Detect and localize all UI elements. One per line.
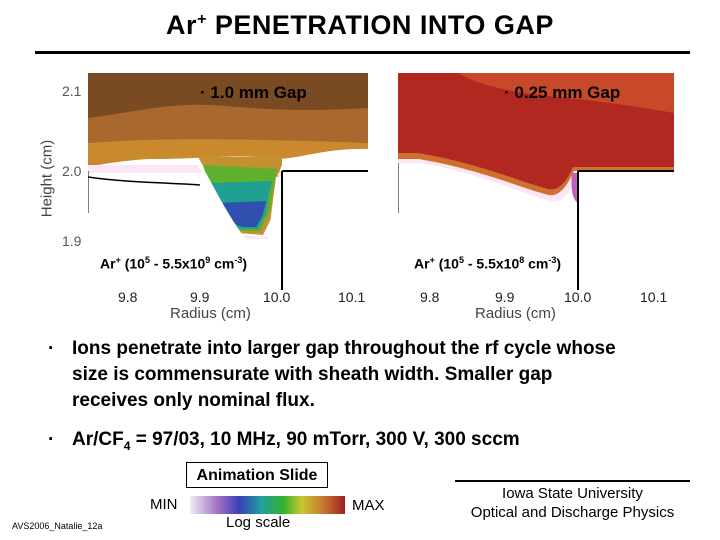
plot-left-field (88, 73, 368, 290)
x-axis-label-left: Radius (cm) (170, 305, 251, 322)
animation-slide-label: Animation Slide (186, 462, 328, 488)
x-tick-right-10.0: 10.0 (564, 289, 592, 305)
affiliation: Iowa State University Optical and Discha… (450, 484, 695, 522)
affiliation-line-2: Optical and Discharge Physics (470, 504, 675, 521)
y-tick-2.0: 2.0 (62, 163, 82, 179)
colorbar-scale-label: Log scale (226, 514, 291, 531)
legend-left: Ar+ (105 - 5.5x109 cm-3) (100, 255, 248, 272)
x-tick-right-9.9: 9.9 (495, 289, 515, 305)
affiliation-line-1: Iowa State University (502, 485, 643, 502)
y-tick-1.9: 1.9 (62, 233, 82, 249)
y-tick-2.1: 2.1 (62, 83, 82, 99)
plot-right: · 0.25 mm Gap Ar+ (105 - 5.5x108 cm-3) (398, 73, 674, 290)
legend-right: Ar+ (105 - 5.5x108 cm-3) (414, 255, 562, 272)
x-tick-left-9.9: 9.9 (190, 289, 210, 305)
bullet-dot: · (48, 338, 55, 359)
x-axis-label-right: Radius (cm) (475, 305, 556, 322)
colorbar (190, 496, 345, 514)
colorbar-max-label: MAX (352, 497, 385, 514)
slide-title: Ar+ PENETRATION INTO GAP (166, 10, 554, 40)
x-tick-left-10.1: 10.1 (338, 289, 366, 305)
bullet-dot: · (48, 429, 55, 450)
bullet-2-text: Ar/CF4 = 97/03, 10 MHz, 90 mTorr, 300 V,… (72, 429, 520, 453)
plot-right-field (398, 73, 674, 290)
x-tick-right-9.8: 9.8 (420, 289, 440, 305)
plot-left: · 1.0 mm Gap Ar+ (105 - 5.5x109 cm-3) (88, 73, 368, 290)
bullet-1: · Ions penetrate into larger gap through… (48, 336, 708, 416)
gap-label-025mm: · 0.25 mm Gap (504, 83, 621, 102)
y-axis-label: Height (cm) (38, 139, 56, 218)
bullet-1-line-2: size is commensurate with sheath width. … (72, 364, 553, 385)
x-tick-right-10.1: 10.1 (640, 289, 668, 305)
bullet-1-line-3: receives only nominal flux. (72, 390, 315, 411)
bullet-1-line-1: Ions penetrate into larger gap throughou… (72, 338, 616, 359)
x-tick-left-9.8: 9.8 (118, 289, 138, 305)
bullet-2: · Ar/CF4 = 97/03, 10 MHz, 90 mTorr, 300 … (48, 427, 668, 455)
document-id: AVS2006_Natalie_12a (12, 521, 103, 531)
colorbar-min-label: MIN (150, 496, 178, 513)
title-rule (35, 51, 690, 54)
footer-rule (455, 480, 690, 482)
gap-label-1mm: · 1.0 mm Gap (200, 83, 307, 102)
x-tick-left-10.0: 10.0 (263, 289, 291, 305)
